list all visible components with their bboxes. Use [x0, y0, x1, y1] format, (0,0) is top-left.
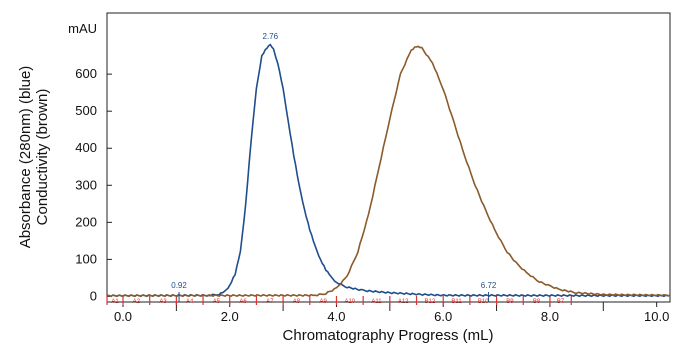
fraction-label: A5 [213, 299, 221, 305]
y-tick-label: 300 [75, 177, 97, 192]
absorbance-line [106, 43, 670, 298]
y-tick-label: 600 [75, 66, 97, 81]
fraction-label: B7 [557, 299, 565, 305]
x-tick-label: 2.0 [221, 309, 239, 324]
fraction-label: A9 [319, 299, 327, 305]
y-tick-label: 0 [90, 288, 97, 303]
y-tick-label: 400 [75, 140, 97, 155]
peak-label: 2.76 [263, 32, 279, 41]
fraction-label: A4 [186, 299, 194, 305]
fraction-label: B12 [425, 299, 436, 305]
x-tick-label: 10.0 [644, 309, 669, 324]
y-axis-title-line1: Absorbance (280nm) (blue) [17, 66, 34, 249]
x-axis-title: Chromatography Progress (mL) [283, 327, 494, 344]
fraction-label: B10 [478, 299, 489, 305]
fraction-label: A6 [239, 299, 247, 305]
conductivity-line [106, 45, 671, 298]
x-tick-label: 6.0 [434, 309, 452, 324]
fraction-label: A3 [159, 299, 167, 305]
fraction-label: A12 [398, 299, 409, 305]
y-tick-label: 200 [75, 214, 97, 229]
chart-marks: A1 A2 A3 A4 A5 A6 A7 A8 A9 A10 A11 A12 B12 B11 B10 B9 B8… [106, 32, 671, 311]
x-tick-label: 0.0 [114, 309, 132, 324]
y-axis-unit: mAU [68, 21, 97, 36]
fraction-label: B11 [451, 299, 462, 305]
fraction-label: A11 [371, 299, 382, 305]
x-tick-label: 8.0 [541, 309, 559, 324]
y-axis-title-line2: Conductivity (brown) [34, 89, 51, 226]
peak-label: 6.72 [481, 281, 497, 290]
fraction-label: A10 [344, 299, 355, 305]
fraction-label: A2 [133, 299, 141, 305]
y-tick-label: 100 [75, 251, 97, 266]
fraction-label: A8 [293, 299, 301, 305]
fraction-label: B9 [506, 299, 514, 305]
fraction-label: A1 [111, 299, 119, 305]
plot-area-frame [106, 12, 671, 303]
fraction-label: A7 [266, 299, 274, 305]
peak-label: 0.92 [171, 281, 187, 290]
y-tick-label: 500 [75, 103, 97, 118]
x-tick-label: 4.0 [327, 309, 345, 324]
fraction-label: B8 [533, 299, 541, 305]
